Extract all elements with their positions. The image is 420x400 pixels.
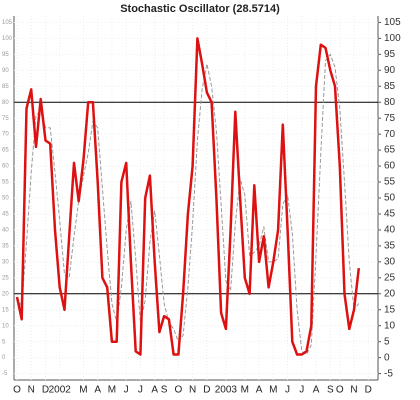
y-tick-label-left: 80 [2, 100, 9, 106]
x-tick-label: J [285, 385, 290, 396]
y-tick-label-right: 45 [384, 209, 396, 220]
y-tick-label-right: 100 [384, 33, 401, 44]
y-tick-label-left: 40 [2, 228, 9, 234]
y-tick-label-right: 105 [384, 17, 401, 28]
y-tick-label-left: 15 [2, 307, 9, 313]
y-tick-label-left: 0 [2, 355, 6, 361]
y-tick-label-right: 50 [384, 193, 396, 204]
y-tick-label-right: 5 [384, 336, 390, 347]
y-tick-label-right: 10 [384, 320, 396, 331]
x-tick-label: 2002 [49, 385, 72, 396]
x-tick-label: N [350, 385, 357, 396]
y-tick-label-left: 35 [2, 243, 9, 249]
y-tick-label-left: 100 [2, 36, 13, 42]
y-tick-label-right: 30 [384, 257, 396, 268]
y-tick-label-right: 40 [384, 225, 396, 236]
y-tick-label-left: 85 [2, 84, 9, 90]
x-tick-label: M [241, 385, 249, 396]
y-tick-label-left: 75 [2, 116, 9, 122]
y-tick-label-right: 90 [384, 65, 396, 76]
y-tick-label-left: 55 [2, 180, 9, 186]
y-tick-label-left: 70 [2, 132, 9, 138]
x-tick-label: J [138, 385, 143, 396]
x-tick-label: J [299, 385, 304, 396]
y-tick-label-left: 95 [2, 52, 9, 58]
y-tick-label-right: 60 [384, 161, 396, 172]
y-tick-label-left: 50 [2, 196, 9, 202]
y-tick-label-right: 70 [384, 129, 396, 140]
x-tick-label: D [203, 385, 210, 396]
x-tick-label: A [94, 385, 101, 396]
x-tick-label: S [161, 385, 168, 396]
x-tick-label: M [79, 385, 87, 396]
x-tick-label: A [313, 385, 320, 396]
y-tick-label-right: -5 [384, 368, 393, 379]
x-tick-label: M [269, 385, 277, 396]
y-tick-label-right: 80 [384, 97, 396, 108]
x-tick-label: J [124, 385, 129, 396]
y-tick-label-right: 35 [384, 241, 396, 252]
y-tick-label-right: 65 [384, 145, 396, 156]
y-tick-label-right: 15 [384, 304, 396, 315]
x-tick-label: D [42, 385, 49, 396]
x-tick-label: O [13, 385, 21, 396]
y-tick-label-left: 60 [2, 164, 9, 170]
y-tick-label-left: 20 [2, 291, 9, 297]
y-tick-label-left: -5 [2, 371, 8, 377]
y-tick-label-right: 25 [384, 272, 396, 283]
x-tick-label: A [151, 385, 158, 396]
x-tick-label: D [365, 385, 372, 396]
y-tick-label-right: 95 [384, 49, 396, 60]
x-tick-label: 2003 [215, 385, 238, 396]
y-tick-label-left: 30 [2, 259, 9, 265]
y-tick-label-left: 105 [2, 20, 13, 26]
y-tick-label-left: 5 [2, 339, 6, 345]
y-tick-label-right: 20 [384, 288, 396, 299]
y-tick-label-left: 25 [2, 275, 9, 281]
y-tick-label-left: 65 [2, 148, 9, 154]
chart-title: Stochastic Oscillator (28.5714) [120, 3, 280, 15]
x-tick-label: N [28, 385, 35, 396]
y-tick-label-right: 75 [384, 113, 396, 124]
y-tick-label-right: 0 [384, 352, 390, 363]
y-tick-label-left: 45 [2, 212, 9, 218]
y-tick-label-right: 55 [384, 177, 396, 188]
x-tick-label: A [256, 385, 263, 396]
x-tick-label: O [336, 385, 344, 396]
series-line [15, 37, 361, 356]
y-tick-label-left: 10 [2, 323, 9, 329]
x-tick-label: M [108, 385, 116, 396]
x-tick-label: S [327, 385, 334, 396]
series-line [16, 53, 360, 355]
x-tick-label: N [189, 385, 196, 396]
y-tick-label-left: 90 [2, 68, 9, 74]
y-tick-label-right: 85 [384, 81, 396, 92]
x-tick-label: O [174, 385, 182, 396]
